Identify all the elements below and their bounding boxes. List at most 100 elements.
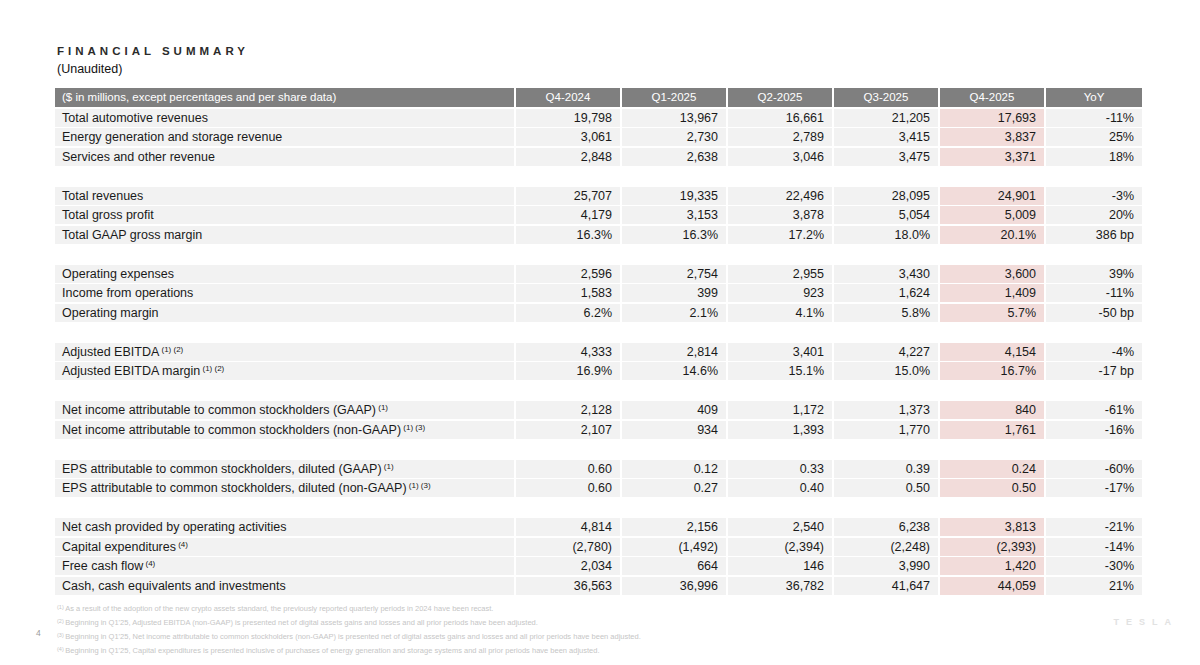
footnote-marker: (1) (3)	[407, 481, 431, 490]
cell-value: 1,583	[516, 284, 620, 302]
cell-value: 16.9%	[516, 362, 620, 380]
cell-value: 2,128	[516, 401, 620, 419]
cell-value: 0.33	[728, 460, 832, 478]
cell-value: -60%	[1046, 460, 1142, 478]
cell-value: (2,394)	[728, 538, 832, 556]
row-label: Net income attributable to common stockh…	[55, 421, 514, 439]
table-row: Energy generation and storage revenue3,0…	[55, 128, 1142, 146]
cell-value: 0.40	[728, 479, 832, 497]
cell-value: 18.0%	[834, 226, 938, 244]
section-spacer	[55, 323, 1142, 341]
cell-value: 3,990	[834, 557, 938, 575]
cell-value: 5,054	[834, 206, 938, 224]
cell-value: 5.8%	[834, 304, 938, 322]
cell-value: 664	[622, 557, 726, 575]
cell-value: 0.27	[622, 479, 726, 497]
row-label: EPS attributable to common stockholders,…	[55, 460, 514, 478]
cell-value: 5,009	[940, 206, 1044, 224]
cell-value: 2,955	[728, 265, 832, 283]
cell-value: 386 bp	[1046, 226, 1142, 244]
cell-value: 15.0%	[834, 362, 938, 380]
tesla-wordmark: TESLA	[1113, 617, 1178, 627]
cell-value: 4,179	[516, 206, 620, 224]
section-spacer	[55, 167, 1142, 185]
cell-value: 3,153	[622, 206, 726, 224]
cell-value: 2.1%	[622, 304, 726, 322]
cell-value: 0.39	[834, 460, 938, 478]
cell-value: 22,496	[728, 187, 832, 205]
table-row: EPS attributable to common stockholders,…	[55, 479, 1142, 497]
cell-value: 2,730	[622, 128, 726, 146]
row-label: Total revenues	[55, 187, 514, 205]
page-title: FINANCIAL SUMMARY	[57, 45, 249, 57]
cell-value: 16.7%	[940, 362, 1044, 380]
table-row: Free cash flow (4)2,0346641463,9901,420-…	[55, 557, 1142, 575]
cell-value: 1,770	[834, 421, 938, 439]
table-row: Services and other revenue2,8482,6383,04…	[55, 148, 1142, 166]
cell-value: -11%	[1046, 109, 1142, 127]
cell-value: 4,154	[940, 343, 1044, 361]
cell-value: 14.6%	[622, 362, 726, 380]
row-label: Net income attributable to common stockh…	[55, 401, 514, 419]
cell-value: 16.3%	[516, 226, 620, 244]
cell-value: 25,707	[516, 187, 620, 205]
cell-value: 840	[940, 401, 1044, 419]
row-label: Operating margin	[55, 304, 514, 322]
table-row: Total automotive revenues19,79813,96716,…	[55, 109, 1142, 127]
cell-value: (2,248)	[834, 538, 938, 556]
cell-value: 6.2%	[516, 304, 620, 322]
cell-value: 36,563	[516, 577, 620, 595]
row-label: Income from operations	[55, 284, 514, 302]
cell-value: 3,401	[728, 343, 832, 361]
cell-value: 0.12	[622, 460, 726, 478]
cell-value: (2,780)	[516, 538, 620, 556]
cell-value: 21%	[1046, 577, 1142, 595]
cell-value: 2,814	[622, 343, 726, 361]
row-label: Energy generation and storage revenue	[55, 128, 514, 146]
row-label: Capital expenditures (4)	[55, 538, 514, 556]
cell-value: 17,693	[940, 109, 1044, 127]
cell-value: 3,475	[834, 148, 938, 166]
footnote: (1) As a result of the adoption of the n…	[57, 602, 641, 616]
row-label: EPS attributable to common stockholders,…	[55, 479, 514, 497]
cell-value: 41,647	[834, 577, 938, 595]
footnote-marker: (4)	[176, 540, 188, 549]
cell-value: -3%	[1046, 187, 1142, 205]
page-subtitle: (Unaudited)	[57, 62, 122, 76]
table-row: Capital expenditures (4)(2,780)(1,492)(2…	[55, 538, 1142, 556]
cell-value: 3,878	[728, 206, 832, 224]
cell-value: (1,492)	[622, 538, 726, 556]
cell-value: 25%	[1046, 128, 1142, 146]
cell-value: 2,638	[622, 148, 726, 166]
row-label: Adjusted EBITDA (1) (2)	[55, 343, 514, 361]
cell-value: 399	[622, 284, 726, 302]
cell-value: -17 bp	[1046, 362, 1142, 380]
footnote-marker: (1) (2)	[159, 345, 183, 354]
cell-value: 20%	[1046, 206, 1142, 224]
cell-value: 3,415	[834, 128, 938, 146]
table-row: Net income attributable to common stockh…	[55, 421, 1142, 439]
cell-value: 19,798	[516, 109, 620, 127]
column-header-q4-2025: Q4-2025	[940, 88, 1044, 107]
row-label: Operating expenses	[55, 265, 514, 283]
cell-value: -30%	[1046, 557, 1142, 575]
row-label: Adjusted EBITDA margin (1) (2)	[55, 362, 514, 380]
cell-value: 5.7%	[940, 304, 1044, 322]
table-row: Income from operations1,5833999231,6241,…	[55, 284, 1142, 302]
cell-value: 1,761	[940, 421, 1044, 439]
cell-value: -4%	[1046, 343, 1142, 361]
column-header-q1-2025: Q1-2025	[622, 88, 726, 107]
cell-value: 17.2%	[728, 226, 832, 244]
footnote-number: (1)	[57, 604, 65, 610]
cell-value: (2,393)	[940, 538, 1044, 556]
footnote-marker: (1) (2)	[200, 364, 224, 373]
cell-value: 3,430	[834, 265, 938, 283]
cell-value: 13,967	[622, 109, 726, 127]
cell-value: 3,046	[728, 148, 832, 166]
cell-value: 1,420	[940, 557, 1044, 575]
slide: FINANCIAL SUMMARY (Unaudited) ($ in mill…	[0, 0, 1200, 665]
cell-value: 2,848	[516, 148, 620, 166]
cell-value: 39%	[1046, 265, 1142, 283]
footnote: (4) Beginning in Q1'25, Capital expendit…	[57, 644, 641, 658]
cell-value: 2,789	[728, 128, 832, 146]
